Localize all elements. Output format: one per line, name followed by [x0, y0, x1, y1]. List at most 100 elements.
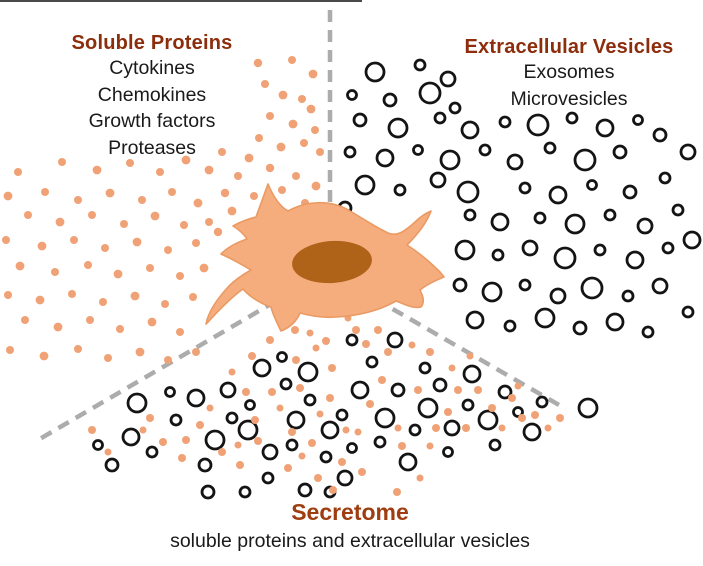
protein-dot: [192, 239, 200, 247]
protein-dot: [265, 163, 275, 173]
protein-dot: [139, 426, 147, 434]
vesicle-circle: [382, 92, 398, 108]
protein-dot: [213, 227, 223, 237]
vesicle-circle: [522, 422, 542, 442]
vesicle-circle: [491, 248, 505, 262]
protein-dot: [58, 158, 66, 166]
protein-dot: [384, 348, 392, 356]
protein-dot: [306, 104, 316, 114]
protein-dot: [168, 188, 176, 196]
extracellular-vesicles-title: Extracellular Vesicles: [464, 36, 674, 58]
protein-dot: [116, 325, 124, 333]
vesicle-circle: [336, 469, 354, 487]
protein-dot: [448, 364, 456, 372]
protein-dot: [354, 428, 362, 436]
vesicle-circle: [641, 325, 655, 339]
protein-dot: [316, 148, 324, 156]
protein-dot: [35, 295, 45, 305]
protein-dot: [164, 246, 172, 254]
protein-dot: [2, 236, 10, 244]
protein-dot: [138, 196, 146, 204]
vesicle-circle: [164, 386, 176, 398]
vesicle-circle: [490, 212, 510, 232]
vesicle-circle: [319, 450, 333, 464]
protein-dot: [414, 386, 422, 394]
protein-dot: [146, 264, 154, 272]
protein-dot: [254, 437, 262, 445]
vesicle-circle: [237, 419, 259, 441]
vesicle-circle: [413, 58, 427, 72]
vesicle-circle: [612, 144, 628, 160]
vesicle-circle: [390, 382, 406, 398]
vesicle-circle: [352, 112, 368, 128]
vesicle-circle: [398, 452, 418, 472]
protein-dot: [68, 290, 76, 298]
vesicle-circle: [586, 179, 598, 191]
vesicle-circle: [671, 203, 685, 217]
vesicle-circle: [297, 361, 319, 383]
vesicle-circle: [679, 143, 697, 161]
vesicle-circle: [219, 381, 237, 399]
protein-dot: [444, 408, 452, 416]
secretome-circles-layer: [92, 331, 599, 500]
vesicle-circle: [335, 408, 349, 422]
vesicle-circle: [564, 213, 586, 235]
protein-dot: [338, 458, 346, 466]
secretome-block: Secretome soluble proteins and extracell…: [132, 499, 568, 553]
protein-dot: [105, 188, 115, 198]
protein-dot: [291, 326, 299, 334]
vesicle-circle: [497, 384, 513, 400]
vesicle-circle: [126, 392, 148, 414]
protein-dot: [132, 237, 142, 247]
vesicle-circle: [443, 419, 461, 437]
vesicle-circle: [632, 114, 644, 126]
vesicle-circle: [512, 406, 524, 418]
protein-dot: [398, 442, 406, 450]
vesicle-circle: [186, 388, 206, 408]
stem-cell: [205, 183, 445, 332]
vesicle-circle: [145, 445, 159, 459]
vesicle-circle: [343, 145, 357, 159]
protein-dot: [86, 316, 94, 324]
vesicle-circle: [386, 331, 404, 349]
protein-dot: [176, 328, 184, 336]
protein-dot: [358, 468, 366, 476]
protein-dot: [298, 95, 306, 103]
protein-dot: [176, 272, 184, 280]
protein-dot: [378, 376, 386, 384]
vesicle-circle: [506, 153, 524, 171]
vesicle-circle: [462, 364, 482, 384]
vesicle-circle: [622, 184, 638, 200]
vesicle-circle: [603, 208, 617, 222]
protein-dot: [268, 388, 276, 396]
protein-dot: [204, 165, 214, 175]
vesicle-circle: [573, 148, 597, 172]
vesicle-circle: [433, 111, 447, 125]
vesicle-circle: [526, 113, 550, 137]
protein-dot: [556, 414, 564, 422]
vesicle-circle: [429, 171, 447, 189]
protein-dot: [21, 316, 29, 324]
protein-dot: [298, 452, 306, 460]
protein-dot: [300, 139, 308, 147]
protein-dot: [164, 356, 172, 364]
protein-dot: [53, 322, 63, 332]
left-divider-line: [36, 299, 278, 442]
vesicle-circle: [488, 438, 502, 452]
protein-dot: [366, 400, 374, 408]
vesicle-circle: [572, 320, 588, 336]
secretome-subtitle: soluble proteins and extracellular vesic…: [170, 530, 530, 552]
protein-dot: [352, 326, 360, 334]
protein-dot: [292, 356, 300, 364]
protein-dot: [156, 168, 164, 176]
protein-dot: [314, 474, 322, 482]
soluble-dots-layer: [2, 56, 324, 364]
vesicle-circle: [448, 101, 462, 115]
protein-dot: [288, 119, 298, 129]
vesicle-circle: [279, 377, 293, 391]
vesicle-circle: [375, 148, 395, 168]
protein-dot: [24, 211, 32, 219]
protein-dot: [362, 340, 370, 348]
protein-dot: [192, 348, 200, 356]
protein-dot: [113, 269, 123, 279]
